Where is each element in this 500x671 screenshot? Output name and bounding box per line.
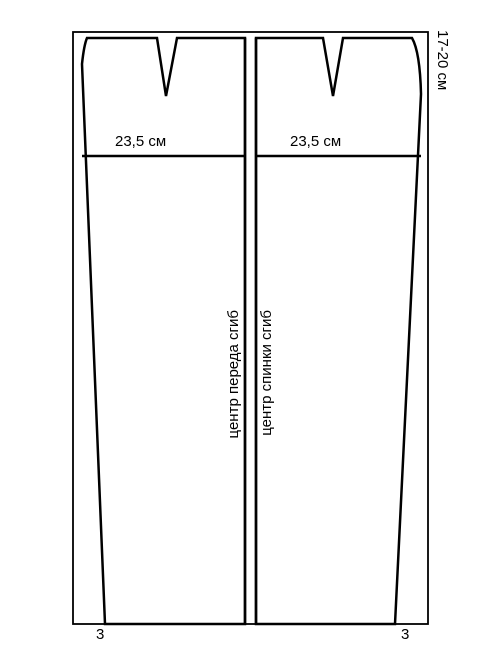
width-label-left: 23,5 см (115, 133, 166, 150)
back-panel-outline (256, 38, 421, 624)
bottom-right-label: 3 (401, 626, 409, 643)
outer-frame (73, 32, 428, 624)
width-label-right: 23,5 см (290, 133, 341, 150)
front-panel-outline (82, 38, 245, 624)
center-back-label: центр спинки сгиб (258, 310, 275, 436)
pattern-svg (0, 0, 500, 666)
center-front-label: центр переда сгиб (225, 310, 242, 438)
pattern-diagram: 23,5 см 23,5 см 17-20 см центр переда сг… (0, 0, 500, 666)
bottom-left-label: 3 (96, 626, 104, 643)
height-label-right: 17-20 см (434, 30, 451, 90)
